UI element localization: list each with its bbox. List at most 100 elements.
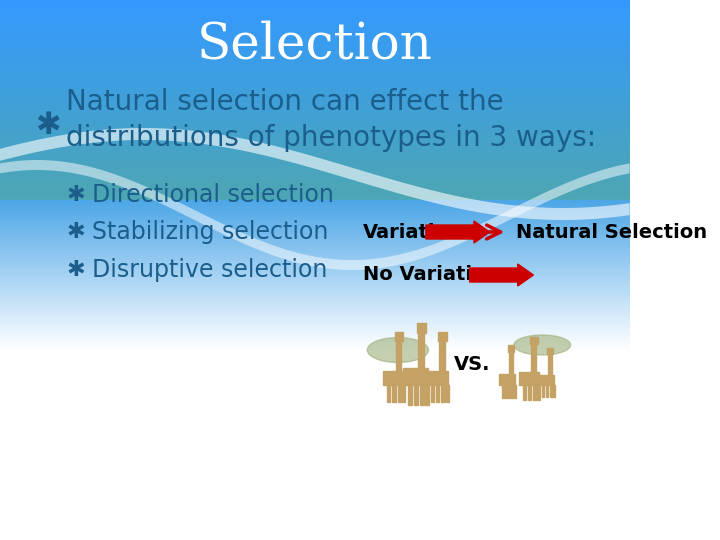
- Bar: [0, 33, 629, 34]
- PathPatch shape: [0, 128, 629, 220]
- Bar: [0, 289, 629, 290]
- Bar: [0, 293, 629, 294]
- Bar: [0, 268, 629, 269]
- Bar: [0, 136, 629, 137]
- Bar: [0, 319, 629, 320]
- Bar: [0, 44, 629, 45]
- Bar: [0, 165, 629, 166]
- Bar: [0, 200, 629, 201]
- Bar: [0, 316, 629, 317]
- Bar: [0, 322, 629, 323]
- Bar: [0, 43, 629, 44]
- Text: No Variation: No Variation: [363, 266, 499, 285]
- Bar: [549, 385, 552, 397]
- Bar: [539, 375, 554, 385]
- Bar: [0, 340, 629, 341]
- Bar: [0, 157, 629, 158]
- Bar: [542, 385, 544, 397]
- Bar: [0, 281, 629, 282]
- Bar: [0, 295, 629, 296]
- Bar: [0, 307, 629, 308]
- Bar: [0, 104, 629, 105]
- Bar: [0, 25, 629, 26]
- Bar: [0, 207, 629, 208]
- Bar: [0, 112, 629, 113]
- Bar: [530, 336, 538, 345]
- Bar: [500, 374, 515, 385]
- Bar: [0, 148, 629, 149]
- Bar: [0, 150, 629, 151]
- Bar: [0, 158, 629, 159]
- Bar: [403, 368, 428, 385]
- Bar: [0, 299, 629, 300]
- Bar: [0, 5, 629, 6]
- Bar: [0, 324, 629, 325]
- Bar: [0, 302, 629, 303]
- Bar: [0, 69, 629, 70]
- Bar: [0, 174, 629, 175]
- PathPatch shape: [0, 160, 629, 270]
- Bar: [0, 239, 629, 240]
- Bar: [0, 310, 629, 311]
- Bar: [0, 79, 629, 80]
- Bar: [0, 90, 629, 91]
- Bar: [0, 8, 629, 9]
- Bar: [0, 332, 629, 333]
- Bar: [0, 337, 629, 338]
- Bar: [0, 192, 629, 193]
- Bar: [0, 181, 629, 182]
- Bar: [547, 348, 553, 354]
- Bar: [0, 46, 629, 47]
- Bar: [0, 74, 629, 75]
- Bar: [0, 321, 629, 322]
- Bar: [392, 385, 395, 402]
- Bar: [0, 285, 629, 286]
- Bar: [0, 230, 629, 231]
- Bar: [0, 53, 629, 54]
- Bar: [0, 312, 629, 313]
- Bar: [0, 233, 629, 234]
- Bar: [0, 199, 629, 200]
- Bar: [0, 209, 629, 210]
- Bar: [0, 73, 629, 74]
- Text: Stabilizing selection: Stabilizing selection: [92, 220, 328, 244]
- Bar: [0, 257, 629, 258]
- Bar: [418, 333, 424, 368]
- Bar: [387, 385, 390, 402]
- Bar: [0, 335, 629, 336]
- Bar: [0, 212, 629, 213]
- Bar: [0, 98, 629, 99]
- Bar: [0, 277, 629, 278]
- Bar: [0, 173, 629, 174]
- Bar: [0, 80, 629, 81]
- Bar: [0, 171, 629, 172]
- Bar: [0, 252, 629, 253]
- Bar: [0, 227, 629, 228]
- Bar: [0, 114, 629, 115]
- Bar: [0, 159, 629, 160]
- Bar: [0, 55, 629, 56]
- Bar: [0, 7, 629, 8]
- Bar: [0, 275, 629, 276]
- Bar: [0, 163, 629, 164]
- Bar: [0, 265, 629, 266]
- Bar: [0, 342, 629, 343]
- Bar: [0, 222, 629, 223]
- Bar: [0, 131, 629, 132]
- Bar: [0, 107, 629, 108]
- Bar: [0, 291, 629, 292]
- Bar: [0, 343, 629, 344]
- Bar: [0, 326, 629, 327]
- Bar: [0, 109, 629, 110]
- Bar: [0, 63, 629, 64]
- Bar: [0, 238, 629, 239]
- Bar: [0, 347, 629, 348]
- Bar: [0, 218, 629, 219]
- Bar: [0, 320, 629, 321]
- Bar: [552, 385, 554, 397]
- Bar: [0, 204, 629, 205]
- Bar: [0, 85, 629, 86]
- Bar: [0, 261, 629, 262]
- Bar: [0, 234, 629, 235]
- Bar: [0, 263, 629, 264]
